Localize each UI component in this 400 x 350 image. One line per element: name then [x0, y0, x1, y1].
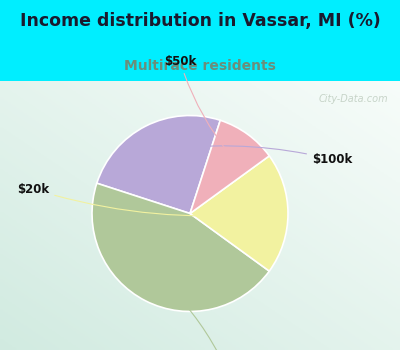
Wedge shape — [190, 120, 269, 214]
Text: $50k: $50k — [164, 55, 230, 154]
Wedge shape — [190, 156, 288, 271]
Text: Income distribution in Vassar, MI (%): Income distribution in Vassar, MI (%) — [20, 12, 380, 30]
Text: City-Data.com: City-Data.com — [318, 94, 388, 104]
Wedge shape — [97, 116, 220, 214]
Text: $20k: $20k — [17, 182, 258, 216]
Text: $125k: $125k — [160, 278, 244, 350]
Text: Multirace residents: Multirace residents — [124, 58, 276, 72]
Wedge shape — [92, 183, 269, 312]
Text: $100k: $100k — [161, 146, 352, 166]
